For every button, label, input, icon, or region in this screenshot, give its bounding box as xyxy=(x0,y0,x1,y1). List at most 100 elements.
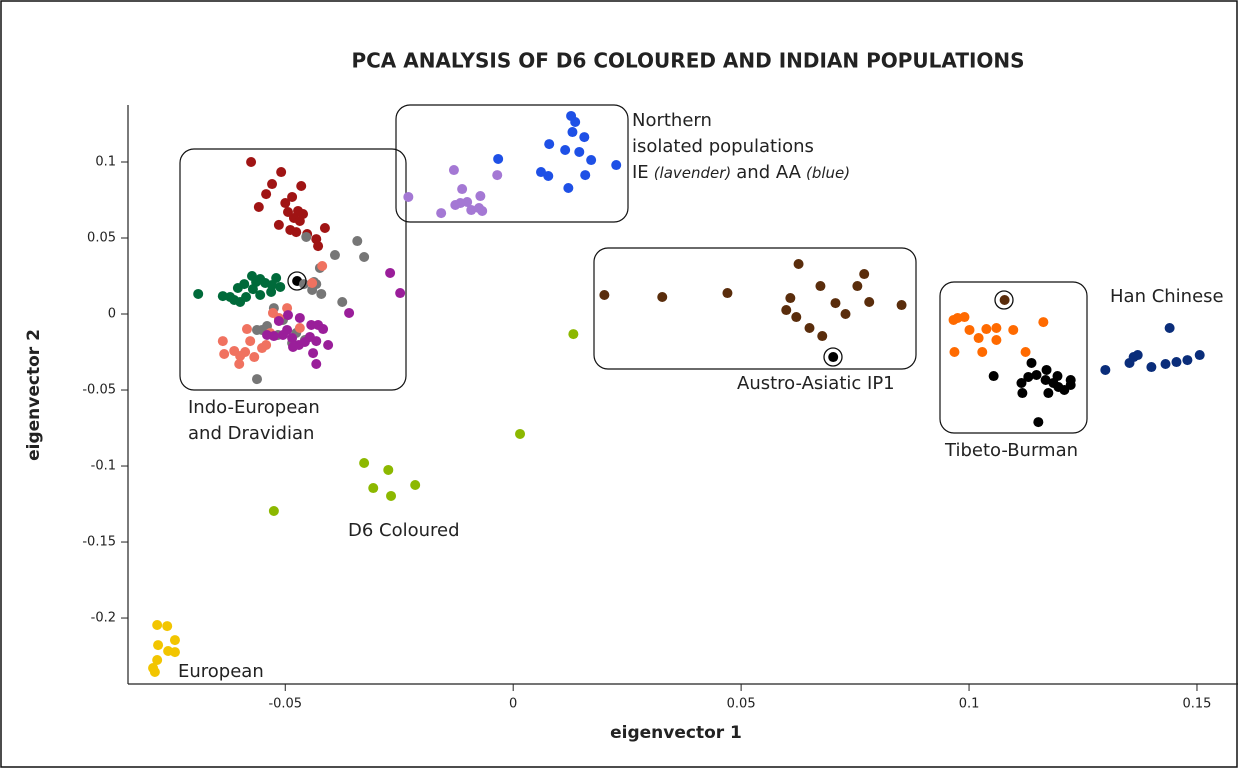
point xyxy=(785,293,796,304)
point xyxy=(253,201,264,212)
point xyxy=(828,352,839,363)
point xyxy=(1031,369,1042,380)
point xyxy=(973,333,984,344)
point xyxy=(492,170,503,181)
annotation: Austro-Asiatic IP1 xyxy=(737,373,895,394)
point xyxy=(261,189,272,200)
point xyxy=(307,278,318,289)
point xyxy=(219,348,230,359)
point xyxy=(568,329,579,340)
point xyxy=(1008,324,1019,335)
point xyxy=(276,167,287,178)
point xyxy=(246,157,257,168)
point xyxy=(261,340,272,351)
point xyxy=(999,295,1010,306)
point xyxy=(657,291,668,302)
point xyxy=(830,298,841,309)
point xyxy=(1020,347,1031,358)
point xyxy=(1043,388,1054,399)
point xyxy=(1194,350,1205,361)
point xyxy=(344,307,355,318)
point xyxy=(352,236,363,247)
point xyxy=(403,191,414,202)
annotation: European xyxy=(178,661,264,682)
point xyxy=(152,620,163,631)
y-tick-label: -0.2 xyxy=(91,611,116,626)
annotation: D6 Coloured xyxy=(348,520,460,541)
point xyxy=(235,350,246,361)
annotation: IE (lavender) and AA (blue) xyxy=(632,162,850,183)
point xyxy=(311,336,322,347)
point xyxy=(1033,417,1044,428)
annotation: Northern xyxy=(632,110,712,131)
point xyxy=(283,310,294,321)
point xyxy=(271,272,282,283)
y-tick-label: -0.05 xyxy=(82,383,116,398)
point xyxy=(162,621,173,632)
point xyxy=(359,252,370,263)
point xyxy=(1038,317,1049,328)
point xyxy=(169,647,180,658)
point xyxy=(815,281,826,292)
point xyxy=(239,279,250,290)
point xyxy=(241,291,252,302)
x-tick-label: 0.1 xyxy=(959,697,980,712)
point xyxy=(294,312,305,323)
point xyxy=(840,309,851,320)
x-tick-label: -0.05 xyxy=(268,697,302,712)
point xyxy=(287,333,298,344)
point xyxy=(579,132,590,143)
point xyxy=(395,288,406,299)
point xyxy=(477,205,488,216)
annotation: Tibeto-Burman xyxy=(944,440,1078,461)
point xyxy=(282,324,293,335)
point xyxy=(249,352,260,363)
point xyxy=(234,359,245,370)
point xyxy=(586,155,597,166)
point xyxy=(153,640,164,651)
group-box xyxy=(395,104,629,223)
point xyxy=(580,170,591,181)
point xyxy=(288,341,299,352)
y-axis-label: eigenvector 2 xyxy=(24,329,44,461)
point xyxy=(319,222,330,233)
point xyxy=(988,371,999,382)
point xyxy=(252,374,263,385)
annotation: isolated populations xyxy=(632,136,814,157)
point xyxy=(1132,350,1143,361)
point xyxy=(560,144,571,155)
point xyxy=(817,331,828,342)
point xyxy=(722,288,733,299)
point xyxy=(536,167,547,178)
point xyxy=(368,483,379,494)
point xyxy=(804,322,815,333)
annotation: Han Chinese xyxy=(1110,286,1224,307)
highlight-ring xyxy=(287,271,307,291)
point xyxy=(466,205,477,216)
point xyxy=(611,160,622,171)
point xyxy=(991,322,1002,333)
point xyxy=(308,348,319,359)
point xyxy=(949,347,960,358)
group-box xyxy=(939,281,1088,434)
point xyxy=(448,165,459,176)
annotation-part: and AA xyxy=(736,162,801,183)
point xyxy=(298,208,309,219)
y-tick-label: -0.15 xyxy=(82,535,116,550)
y-tick-label: 0.05 xyxy=(87,231,116,246)
points xyxy=(148,110,1205,677)
point xyxy=(267,179,278,190)
point xyxy=(959,312,970,323)
point xyxy=(599,290,610,301)
point xyxy=(241,324,252,335)
point xyxy=(268,331,279,342)
point xyxy=(296,181,307,192)
point xyxy=(436,208,447,219)
point xyxy=(255,290,266,301)
point xyxy=(294,322,305,333)
point xyxy=(193,288,204,299)
point xyxy=(1164,322,1175,333)
point xyxy=(475,191,486,202)
highlight-ring xyxy=(823,347,843,367)
point xyxy=(864,297,875,308)
